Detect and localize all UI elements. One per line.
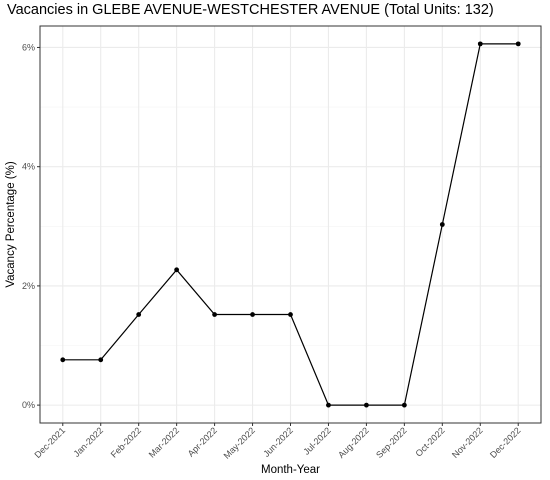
x-tick-label: Apr-2022 [186, 425, 219, 458]
data-point [98, 357, 104, 363]
data-point [250, 312, 255, 317]
x-tick-label: Jan-2022 [72, 425, 106, 459]
x-axis: Dec-2021 Jan-2022 Feb-2022 Mar-2022 Apr-2022… [33, 423, 523, 461]
x-axis-title: Month-Year [261, 464, 320, 476]
x-tick-label: Sep-2022 [374, 425, 409, 460]
x-tick-label: Oct-2022 [413, 425, 446, 458]
series-vacancy [60, 41, 521, 408]
data-point [477, 41, 483, 47]
data-point [401, 402, 407, 408]
x-tick-label: Jul-2022 [301, 425, 332, 456]
x-tick-label: May-2022 [222, 425, 257, 460]
data-point [288, 312, 293, 317]
y-axis-title: Vacancy Percentage (%) [5, 161, 17, 288]
x-tick-label: Nov-2022 [450, 425, 485, 460]
data-point [439, 222, 445, 227]
y-tick-label: 6% [22, 42, 35, 52]
y-tick-label: 4% [22, 162, 35, 172]
data-point [326, 402, 331, 408]
x-tick-label: Aug-2022 [336, 425, 371, 460]
y-tick-label: 2% [22, 281, 35, 291]
data-point [364, 402, 369, 408]
data-point [60, 357, 66, 363]
y-axis: 0% 2% 4% 6% [22, 42, 40, 410]
data-point [174, 267, 180, 273]
x-tick-label: Dec-2021 [33, 425, 68, 460]
chart-title: Vacancies in GLEBE AVENUE-WESTCHESTER AV… [7, 2, 494, 18]
data-point [212, 312, 217, 317]
x-tick-label: Jun-2022 [261, 425, 295, 459]
x-tick-label: Feb-2022 [109, 425, 143, 459]
data-point [136, 312, 142, 317]
grid-lines [40, 26, 541, 423]
y-tick-label: 0% [22, 400, 35, 410]
data-point [515, 41, 521, 47]
x-tick-label: Dec-2022 [488, 425, 523, 460]
x-tick-label: Mar-2022 [147, 425, 181, 459]
